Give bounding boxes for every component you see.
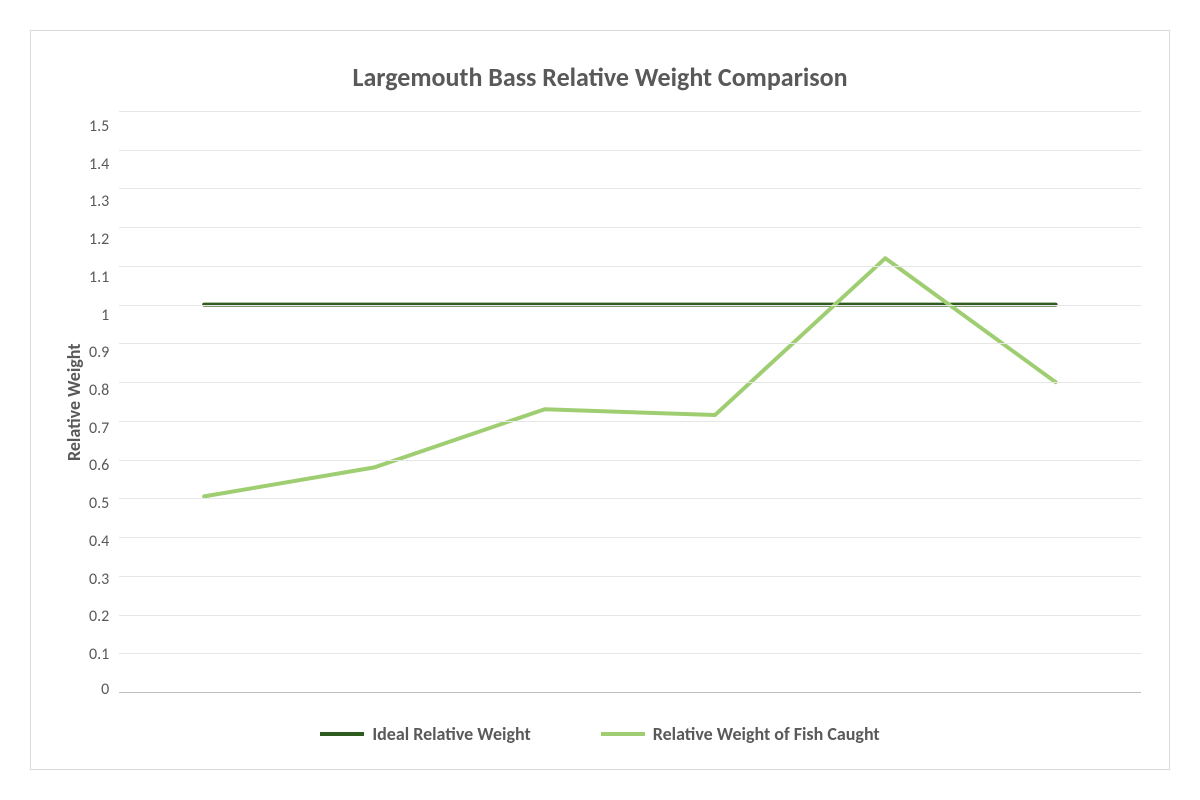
y-tick-label: 0.9 xyxy=(89,345,109,361)
y-tick-label: 0 xyxy=(101,682,109,698)
y-tick-label: 0.8 xyxy=(89,383,109,399)
y-tick-label: 0.5 xyxy=(89,496,109,512)
plot-area xyxy=(119,111,1141,693)
grid-line xyxy=(119,188,1141,189)
y-tick-label: 0.2 xyxy=(89,609,109,625)
grid-line xyxy=(119,576,1141,577)
grid-line xyxy=(119,266,1141,267)
legend-label-caught: Relative Weight of Fish Caught xyxy=(653,723,880,745)
y-tick-label: 1.5 xyxy=(89,119,109,135)
y-tick-label: 1.3 xyxy=(89,194,109,210)
grid-line xyxy=(119,382,1141,383)
chart-container: Largemouth Bass Relative Weight Comparis… xyxy=(30,30,1170,770)
grid-line xyxy=(119,111,1141,112)
grid-line xyxy=(119,653,1141,654)
chart-lines-svg xyxy=(119,111,1141,692)
legend: Ideal Relative Weight Relative Weight of… xyxy=(59,723,1141,745)
grid-line xyxy=(119,305,1141,306)
grid-line xyxy=(119,615,1141,616)
chart-title: Largemouth Bass Relative Weight Comparis… xyxy=(59,61,1141,93)
y-tick-label: 1.2 xyxy=(89,232,109,248)
legend-swatch-caught xyxy=(601,732,645,736)
y-tick-label: 1 xyxy=(101,308,109,324)
y-tick-label: 0.7 xyxy=(89,421,109,437)
grid-line xyxy=(119,498,1141,499)
legend-item-ideal: Ideal Relative Weight xyxy=(320,723,530,745)
grid-line xyxy=(119,460,1141,461)
grid-line xyxy=(119,150,1141,151)
y-tick-label: 0.3 xyxy=(89,572,109,588)
legend-swatch-ideal xyxy=(320,732,364,736)
plot-zone: Relative Weight 1.5 1.4 1.3 1.2 1.1 1 0.9 0.8 0.… xyxy=(59,111,1141,693)
y-axis-ticks: 1.5 1.4 1.3 1.2 1.1 1 0.9 0.8 0.7 0.6 0.5 0.4 0.3 0.2… xyxy=(89,111,119,693)
grid-line xyxy=(119,537,1141,538)
legend-label-ideal: Ideal Relative Weight xyxy=(372,723,530,745)
series-line-1 xyxy=(204,258,1055,496)
legend-item-caught: Relative Weight of Fish Caught xyxy=(601,723,880,745)
grid-line xyxy=(119,343,1141,344)
grid-line xyxy=(119,421,1141,422)
grid-line xyxy=(119,227,1141,228)
y-tick-label: 0.1 xyxy=(89,647,109,663)
y-tick-label: 1.4 xyxy=(89,157,109,173)
y-tick-label: 0.4 xyxy=(89,534,109,550)
y-tick-label: 1.1 xyxy=(89,270,109,286)
y-axis-label: Relative Weight xyxy=(59,111,89,693)
y-tick-label: 0.6 xyxy=(89,458,109,474)
